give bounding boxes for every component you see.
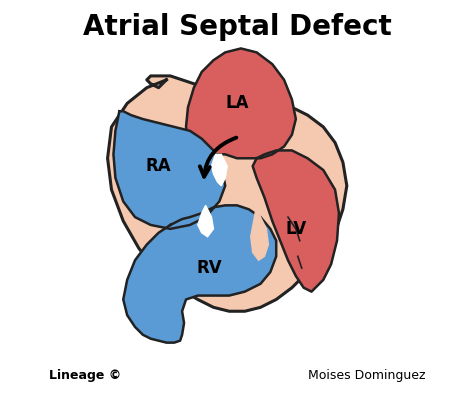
Polygon shape	[198, 205, 213, 237]
Polygon shape	[113, 111, 225, 229]
Text: Lineage ©: Lineage ©	[49, 369, 121, 382]
Polygon shape	[123, 205, 276, 342]
Polygon shape	[253, 150, 339, 292]
Polygon shape	[211, 154, 227, 186]
Polygon shape	[186, 49, 296, 158]
Polygon shape	[251, 205, 268, 260]
Text: LV: LV	[285, 220, 307, 238]
Text: Moises Dominguez: Moises Dominguez	[308, 369, 425, 382]
Text: Atrial Septal Defect: Atrial Septal Defect	[82, 13, 392, 41]
Polygon shape	[108, 76, 347, 311]
Text: LA: LA	[225, 94, 249, 112]
Text: RV: RV	[197, 259, 222, 277]
Text: RA: RA	[146, 157, 172, 175]
